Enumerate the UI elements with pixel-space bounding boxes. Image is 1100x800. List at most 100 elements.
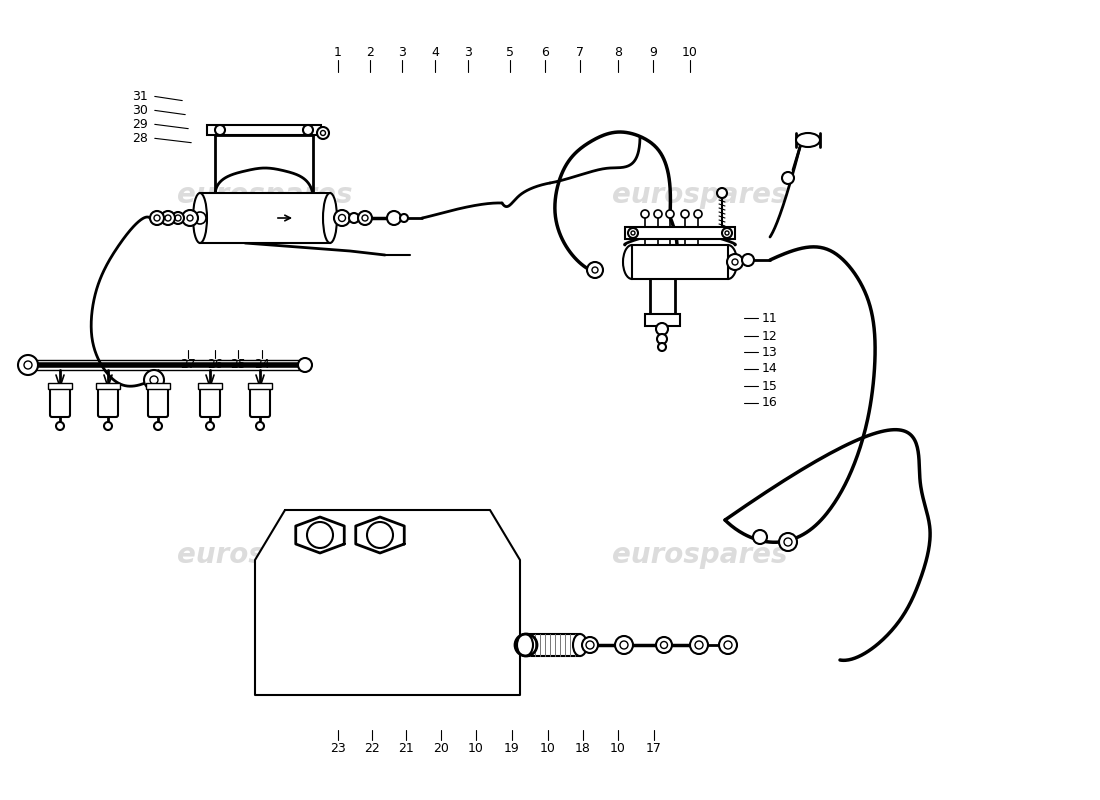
Circle shape [317, 127, 329, 139]
Ellipse shape [323, 193, 337, 243]
Circle shape [658, 343, 666, 351]
Circle shape [256, 422, 264, 430]
Polygon shape [255, 510, 520, 695]
Circle shape [656, 323, 668, 335]
Circle shape [339, 214, 345, 222]
Text: 24: 24 [254, 358, 270, 371]
Circle shape [717, 188, 727, 198]
Circle shape [732, 259, 738, 265]
Bar [48, 383, 72, 389]
Bar [198, 383, 222, 389]
Bar [146, 383, 170, 389]
Text: 30: 30 [132, 103, 148, 117]
Circle shape [187, 215, 192, 221]
Ellipse shape [573, 634, 587, 656]
Text: 10: 10 [540, 742, 556, 754]
Bar [207, 125, 321, 135]
Text: 17: 17 [646, 742, 662, 754]
FancyBboxPatch shape [50, 385, 70, 417]
Bar [645, 314, 680, 326]
Circle shape [742, 254, 754, 266]
Circle shape [175, 215, 182, 221]
Text: 22: 22 [364, 742, 380, 754]
Polygon shape [355, 517, 404, 553]
Circle shape [694, 210, 702, 218]
Circle shape [182, 210, 198, 226]
Circle shape [56, 422, 64, 430]
Circle shape [400, 214, 408, 222]
Circle shape [586, 641, 594, 649]
Circle shape [722, 228, 732, 238]
Ellipse shape [517, 634, 534, 656]
Circle shape [302, 125, 313, 135]
Circle shape [206, 422, 214, 430]
Circle shape [154, 422, 162, 430]
Circle shape [666, 210, 674, 218]
Circle shape [779, 533, 798, 551]
Circle shape [24, 361, 32, 369]
Circle shape [104, 422, 112, 430]
Circle shape [615, 636, 632, 654]
Text: eurospares: eurospares [177, 541, 353, 569]
Text: 25: 25 [230, 358, 246, 371]
Text: 2: 2 [366, 46, 374, 58]
Circle shape [784, 538, 792, 546]
Circle shape [214, 125, 225, 135]
Text: 3: 3 [398, 46, 406, 58]
Text: 11: 11 [762, 311, 778, 325]
Circle shape [620, 641, 628, 649]
Circle shape [656, 637, 672, 653]
Text: eurospares: eurospares [613, 541, 788, 569]
Ellipse shape [623, 245, 641, 279]
Circle shape [719, 636, 737, 654]
Bar [625, 227, 735, 239]
Polygon shape [296, 517, 344, 553]
Text: 16: 16 [762, 397, 778, 410]
Circle shape [387, 211, 402, 225]
Circle shape [307, 522, 333, 548]
Circle shape [154, 215, 160, 221]
Text: 28: 28 [132, 131, 148, 145]
Bar [200, 193, 330, 243]
Text: 19: 19 [504, 742, 520, 754]
Circle shape [681, 210, 689, 218]
Text: 26: 26 [207, 358, 223, 371]
Circle shape [367, 522, 393, 548]
Circle shape [641, 210, 649, 218]
Text: 10: 10 [682, 46, 697, 58]
Text: 27: 27 [180, 358, 196, 371]
Circle shape [165, 215, 170, 221]
FancyBboxPatch shape [200, 385, 220, 417]
Bar [525, 634, 580, 656]
FancyBboxPatch shape [250, 385, 270, 417]
Text: 8: 8 [614, 46, 622, 58]
Text: 9: 9 [649, 46, 657, 58]
Text: 6: 6 [541, 46, 549, 58]
Circle shape [631, 231, 635, 235]
Text: 29: 29 [132, 118, 148, 130]
Circle shape [320, 130, 326, 135]
Circle shape [754, 530, 767, 544]
FancyBboxPatch shape [98, 385, 118, 417]
Circle shape [654, 210, 662, 218]
Text: 10: 10 [610, 742, 626, 754]
Text: 10: 10 [469, 742, 484, 754]
Circle shape [628, 228, 638, 238]
Circle shape [18, 355, 38, 375]
Circle shape [695, 641, 703, 649]
Text: 14: 14 [762, 362, 778, 375]
Circle shape [334, 210, 350, 226]
Circle shape [362, 215, 369, 221]
Text: 18: 18 [575, 742, 591, 754]
FancyBboxPatch shape [148, 385, 168, 417]
Text: 5: 5 [506, 46, 514, 58]
Ellipse shape [796, 133, 820, 147]
Circle shape [150, 376, 158, 384]
Ellipse shape [192, 193, 207, 243]
Circle shape [194, 212, 206, 224]
Text: 1: 1 [334, 46, 342, 58]
Circle shape [725, 231, 729, 235]
Circle shape [582, 637, 598, 653]
Text: 20: 20 [433, 742, 449, 754]
Circle shape [727, 254, 742, 270]
